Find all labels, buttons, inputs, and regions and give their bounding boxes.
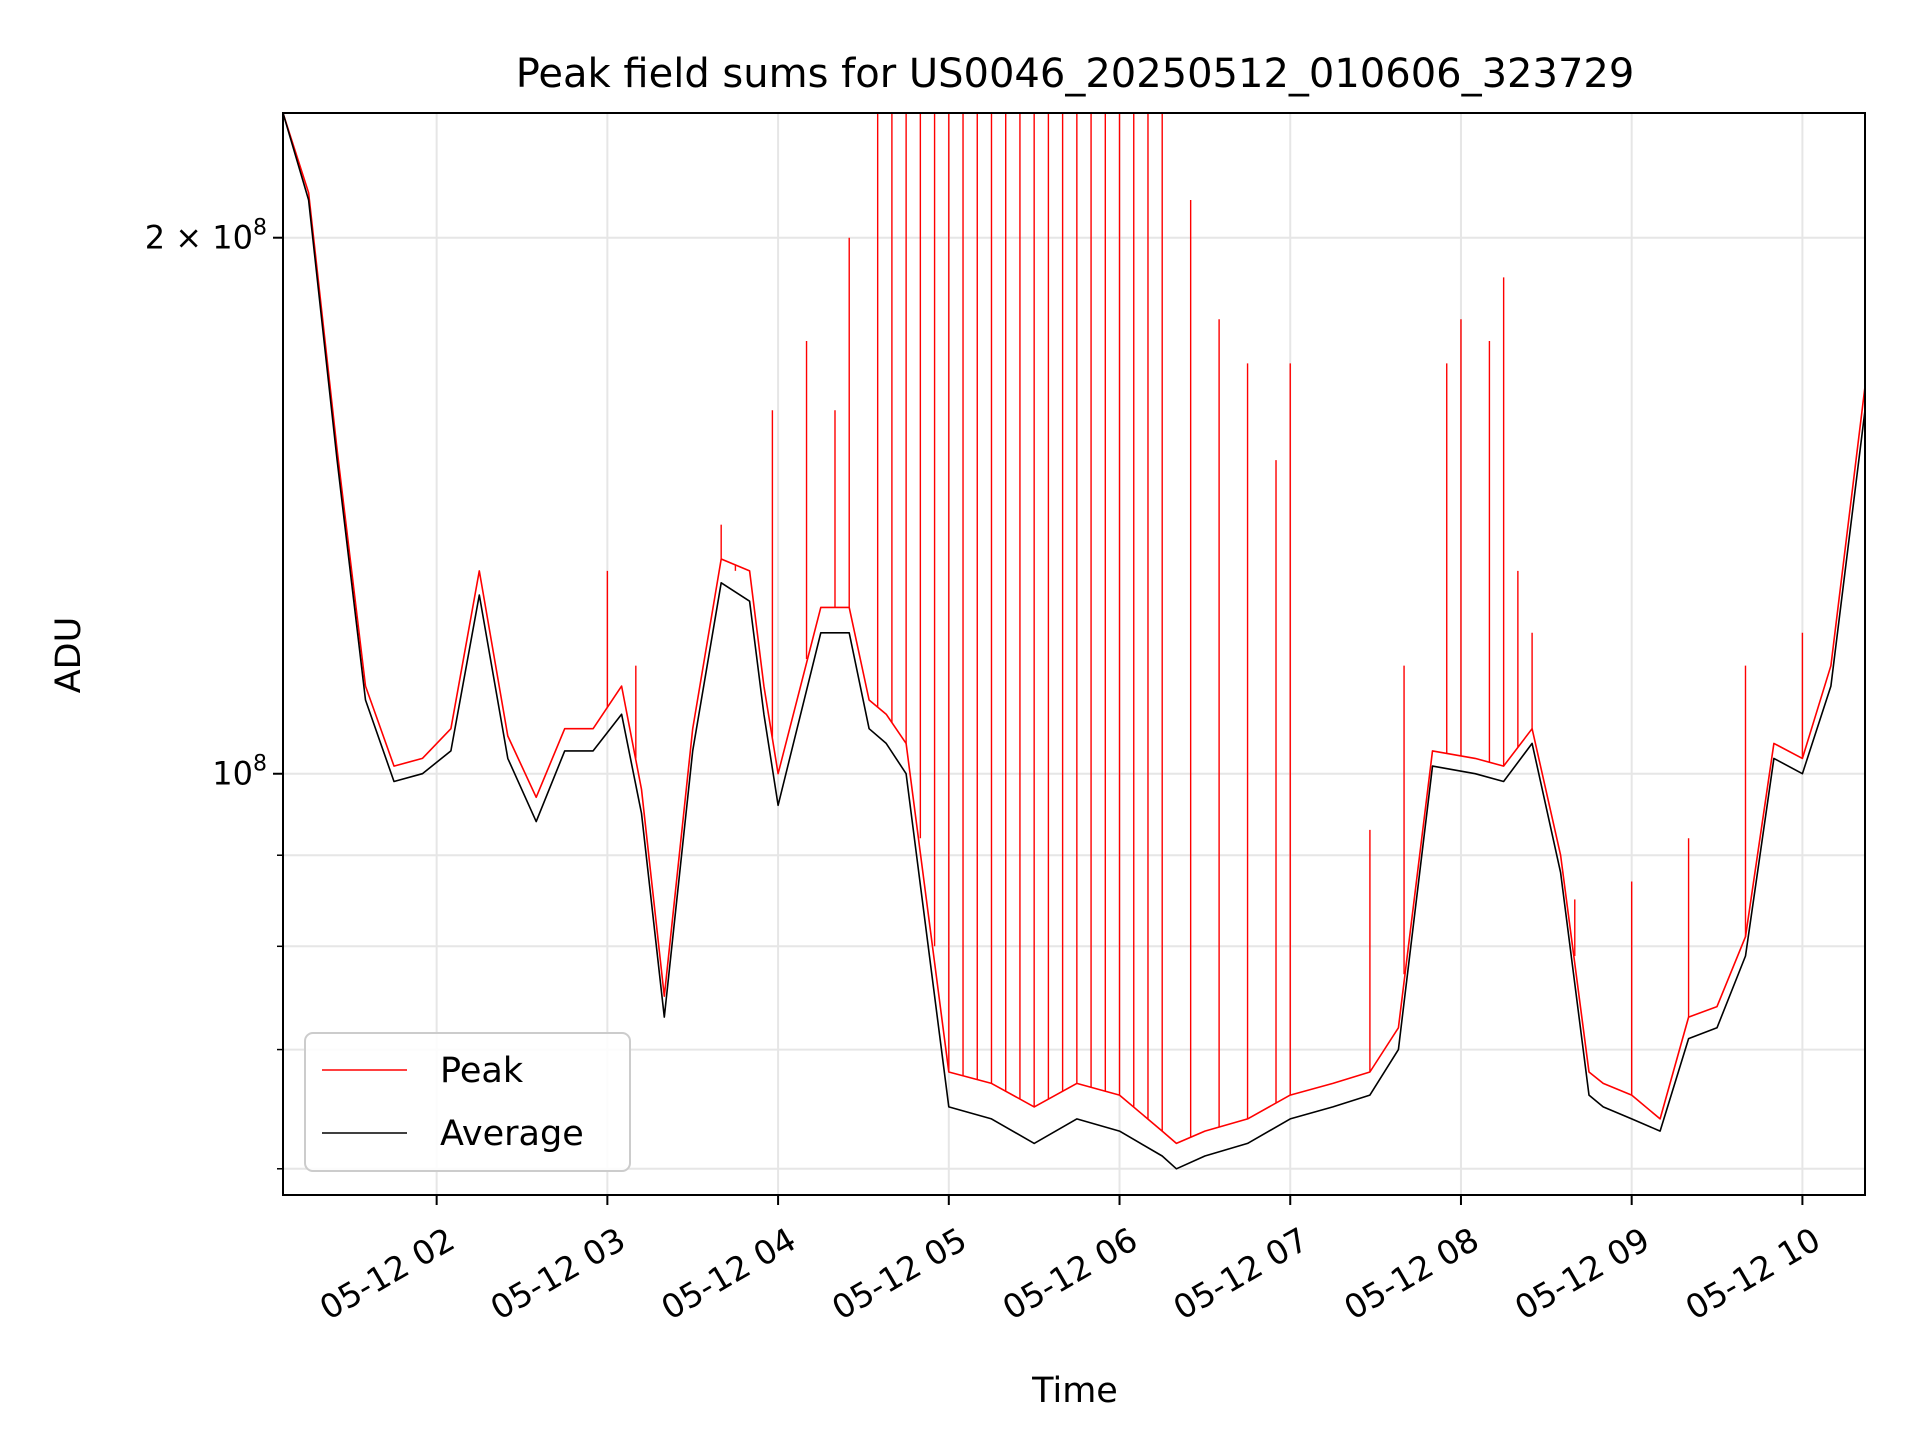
x-axis-label: Time <box>1031 1371 1118 1411</box>
peak-spikes <box>606 113 1804 1138</box>
series-line-peak <box>282 112 1866 1145</box>
y-tick-label: 108 <box>212 752 267 793</box>
series-lines <box>282 112 1866 1170</box>
legend-box <box>304 1032 631 1172</box>
legend: Peak Average <box>304 1032 631 1172</box>
y-axis-ticks: 108 2 × 108 <box>145 216 283 1170</box>
series-line-average <box>282 112 1866 1170</box>
legend-label-peak: Peak <box>440 1051 524 1091</box>
legend-label-average: Average <box>440 1114 584 1154</box>
chart-title: Peak field sums for US0046_20250512_0106… <box>516 51 1635 97</box>
plot-frame <box>282 112 1866 1196</box>
y-tick-label: 2 × 108 <box>145 216 267 257</box>
grid <box>283 113 1865 1195</box>
y-axis-label: ADU <box>49 617 89 694</box>
